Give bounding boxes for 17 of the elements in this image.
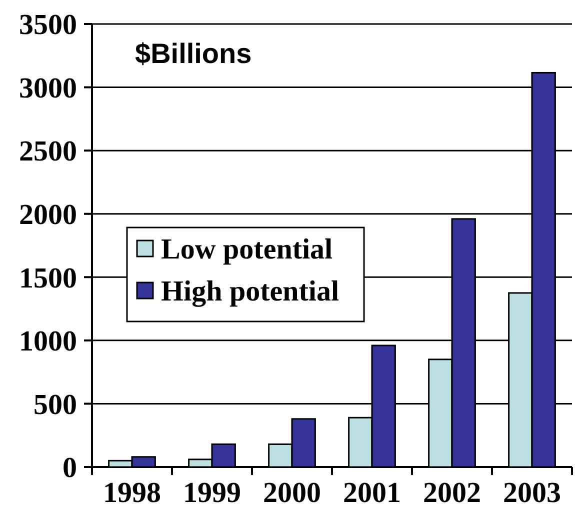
x-tick-label: 2002: [423, 477, 481, 509]
y-tick-label: 500: [34, 388, 77, 421]
x-tick-label: 2001: [343, 477, 401, 509]
y-tick-label: 1000: [19, 326, 77, 358]
legend-label: High potential: [161, 276, 340, 308]
legend-label: Low potential: [161, 234, 333, 266]
y-tick-label: 0: [62, 452, 77, 484]
text: $Billions: [135, 38, 252, 69]
y-tick-label: 2500: [19, 136, 77, 168]
x-tick-label: 1998: [103, 477, 161, 509]
y-tick-label: 1500: [19, 262, 77, 294]
x-tick-label: 2003: [503, 477, 561, 509]
y-tick-label: 3500: [19, 9, 77, 42]
y-tick-label: 2000: [19, 199, 77, 232]
y-tick-label: 3000: [19, 72, 77, 104]
x-tick-label: 2000: [263, 477, 321, 509]
x-tick-label: 1999: [183, 477, 241, 509]
